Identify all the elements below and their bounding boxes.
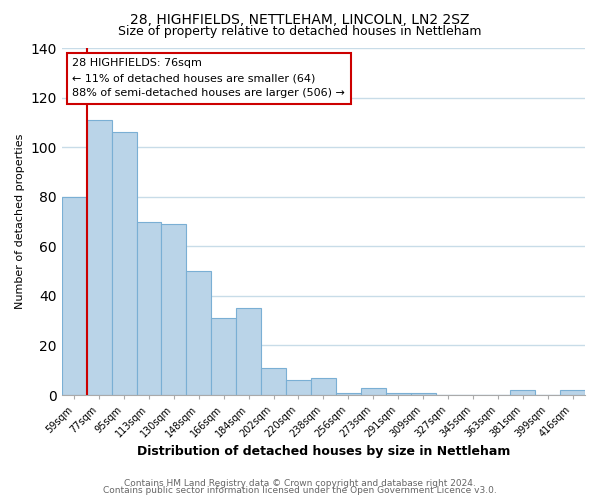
Text: 28 HIGHFIELDS: 76sqm
← 11% of detached houses are smaller (64)
88% of semi-detac: 28 HIGHFIELDS: 76sqm ← 11% of detached h… — [72, 58, 345, 98]
Bar — [410, 392, 436, 395]
Bar — [261, 368, 286, 395]
Bar — [560, 390, 585, 395]
Bar — [62, 196, 87, 395]
Bar — [361, 388, 386, 395]
Bar — [211, 318, 236, 395]
Bar — [311, 378, 336, 395]
Bar — [87, 120, 112, 395]
Text: Contains public sector information licensed under the Open Government Licence v3: Contains public sector information licen… — [103, 486, 497, 495]
Text: 28, HIGHFIELDS, NETTLEHAM, LINCOLN, LN2 2SZ: 28, HIGHFIELDS, NETTLEHAM, LINCOLN, LN2 … — [130, 12, 470, 26]
Bar — [137, 222, 161, 395]
Bar — [510, 390, 535, 395]
Bar — [236, 308, 261, 395]
Bar — [161, 224, 187, 395]
Bar — [112, 132, 137, 395]
Bar — [386, 392, 410, 395]
Text: Size of property relative to detached houses in Nettleham: Size of property relative to detached ho… — [118, 25, 482, 38]
Bar — [187, 271, 211, 395]
X-axis label: Distribution of detached houses by size in Nettleham: Distribution of detached houses by size … — [137, 444, 510, 458]
Bar — [286, 380, 311, 395]
Text: Contains HM Land Registry data © Crown copyright and database right 2024.: Contains HM Land Registry data © Crown c… — [124, 478, 476, 488]
Y-axis label: Number of detached properties: Number of detached properties — [15, 134, 25, 309]
Bar — [336, 392, 361, 395]
